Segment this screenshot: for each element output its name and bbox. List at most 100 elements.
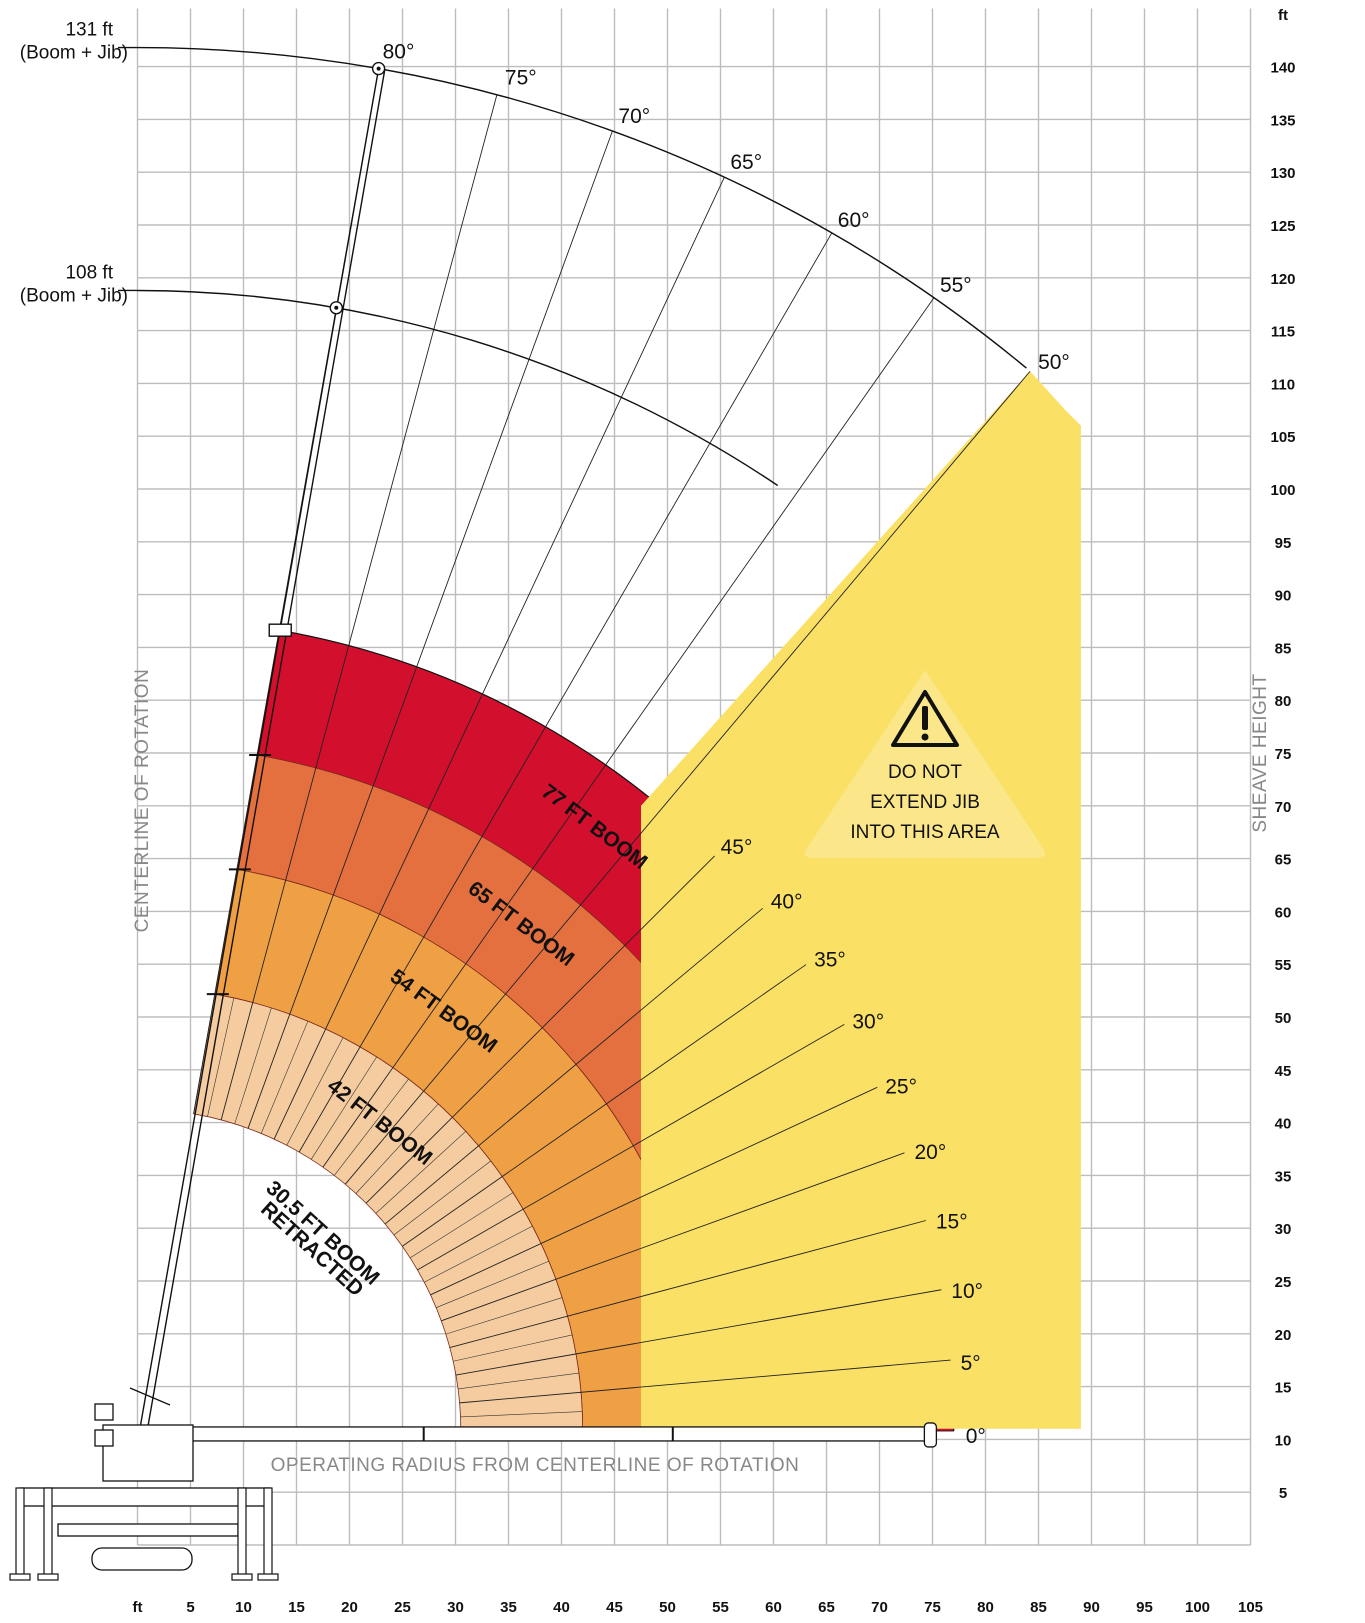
angle-line-10 — [455, 1289, 942, 1376]
warning-triangle-bg — [805, 670, 1045, 858]
outrigger-pad-2 — [231, 1573, 253, 1581]
horizontal-boom-head — [923, 1422, 938, 1448]
jib-arc-131 — [137, 46, 1027, 369]
jib-sublabel-131: (Boom + Jib) — [20, 43, 128, 64]
x-tick-label-55: 55 — [712, 1599, 729, 1616]
fine-line-57.5 — [310, 1056, 377, 1160]
turret — [102, 1424, 194, 1482]
warning-icon — [891, 690, 959, 747]
y-tick-label-25: 25 — [1275, 1274, 1292, 1291]
angle-lines — [193, 68, 1031, 1432]
x-tick-label-75: 75 — [924, 1599, 941, 1616]
x-tick-label-50: 50 — [659, 1599, 676, 1616]
y-tick-label-105: 105 — [1270, 429, 1295, 446]
angle-label-5: 5° — [961, 1352, 981, 1375]
y-tick-label-10: 10 — [1275, 1432, 1292, 1449]
angle-label-30: 30° — [852, 1010, 884, 1033]
warning-icon-bar — [922, 706, 928, 730]
x-tick-label-95: 95 — [1136, 1599, 1153, 1616]
fine-line-7.5 — [457, 1372, 579, 1390]
x-tick-label-40: 40 — [553, 1599, 570, 1616]
y-tick-label-45: 45 — [1275, 1063, 1292, 1080]
angle-label-60: 60° — [838, 209, 870, 232]
chassis — [19, 1487, 271, 1507]
angle-line-40 — [384, 907, 764, 1225]
x-axis-unit: ft — [133, 1599, 143, 1616]
lift-cylinder — [129, 1387, 171, 1406]
track — [91, 1547, 193, 1571]
fine-line-77.5 — [207, 997, 235, 1117]
angle-label-75: 75° — [505, 67, 537, 90]
angle-line-45 — [365, 855, 715, 1204]
y-tick-label-70: 70 — [1275, 799, 1292, 816]
outrigger-leg-0 — [15, 1487, 25, 1577]
y-tick-label-95: 95 — [1275, 535, 1292, 552]
jib-arc-108 — [137, 289, 779, 487]
y-tick-label-125: 125 — [1270, 218, 1295, 235]
outrigger-pad-0 — [9, 1573, 31, 1581]
y-tick-label-100: 100 — [1270, 482, 1295, 499]
x-tick-label-70: 70 — [871, 1599, 888, 1616]
angle-label-25: 25° — [885, 1075, 917, 1098]
boom-edge-left — [138, 68, 380, 1432]
x-tick-label-10: 10 — [235, 1599, 252, 1616]
boom-edge-right — [146, 70, 386, 1430]
y-tick-label-30: 30 — [1275, 1221, 1292, 1238]
outrigger-beam — [57, 1523, 239, 1537]
angle-line-30 — [417, 1024, 845, 1271]
x-tick-label-30: 30 — [447, 1599, 464, 1616]
outrigger-leg-2 — [237, 1487, 247, 1577]
y-axis-unit: ft — [1278, 7, 1288, 24]
sheave-hub-0 — [376, 66, 381, 71]
x-tick-label-65: 65 — [818, 1599, 835, 1616]
y-tick-label-85: 85 — [1275, 640, 1292, 657]
angle-label-50: 50° — [1038, 351, 1070, 374]
fine-line-47.5 — [355, 1103, 439, 1194]
pivot-block — [94, 1403, 114, 1421]
angle-line-70 — [247, 130, 613, 1129]
fine-line-62.5 — [286, 1037, 344, 1146]
angle-line-65 — [273, 177, 725, 1140]
fine-line-12.5 — [453, 1334, 573, 1362]
y-axis-title: SHEAVE HEIGHT — [1250, 673, 1271, 832]
y-tick-label-5: 5 — [1279, 1485, 1287, 1502]
fine-line-22.5 — [436, 1260, 549, 1308]
y-tick-label-120: 120 — [1270, 271, 1295, 288]
angle-label-55: 55° — [940, 274, 972, 297]
warning-text-2: INTO THIS AREA — [850, 822, 1000, 843]
x-axis-title: OPERATING RADIUS FROM CENTERLINE OF ROTA… — [271, 1455, 800, 1476]
y-tick-label-110: 110 — [1271, 376, 1295, 393]
y-tick-label-20: 20 — [1275, 1327, 1292, 1344]
x-tick-label-100: 100 — [1185, 1599, 1210, 1616]
y-tick-label-50: 50 — [1275, 1010, 1292, 1027]
x-tick-label-35: 35 — [500, 1599, 517, 1616]
angle-line-25 — [430, 1086, 878, 1296]
jib-sublabel-108: (Boom + Jib) — [20, 285, 128, 306]
y-tick-label-115: 115 — [1271, 324, 1295, 341]
y-tick-label-55: 55 — [1275, 957, 1292, 974]
x-tick-label-15: 15 — [288, 1599, 305, 1616]
fine-line-32.5 — [410, 1192, 514, 1259]
outrigger-leg-3 — [263, 1487, 273, 1577]
fine-line-72.5 — [234, 1007, 272, 1124]
y-tick-label-60: 60 — [1275, 904, 1292, 921]
fine-line-17.5 — [445, 1297, 563, 1335]
y-tick-label-140: 140 — [1270, 60, 1295, 77]
angle-label-15: 15° — [936, 1211, 968, 1234]
angle-label-40: 40° — [771, 890, 803, 913]
angle-label-0: 0° — [966, 1425, 986, 1448]
angle-line-50 — [344, 370, 1031, 1185]
y-tick-label-135: 135 — [1270, 112, 1295, 129]
warning-zone — [641, 371, 1081, 1429]
x-tick-label-105: 105 — [1238, 1599, 1263, 1616]
x-tick-label-5: 5 — [186, 1599, 194, 1616]
x-tick-label-60: 60 — [765, 1599, 782, 1616]
x-tick-label-45: 45 — [606, 1599, 623, 1616]
y-tick-label-75: 75 — [1275, 746, 1292, 763]
fine-line-52.5 — [334, 1078, 409, 1176]
y-tick-label-15: 15 — [1275, 1380, 1292, 1397]
x-tick-label-90: 90 — [1083, 1599, 1100, 1616]
boom-head-77 — [268, 623, 292, 637]
x-tick-label-85: 85 — [1030, 1599, 1047, 1616]
